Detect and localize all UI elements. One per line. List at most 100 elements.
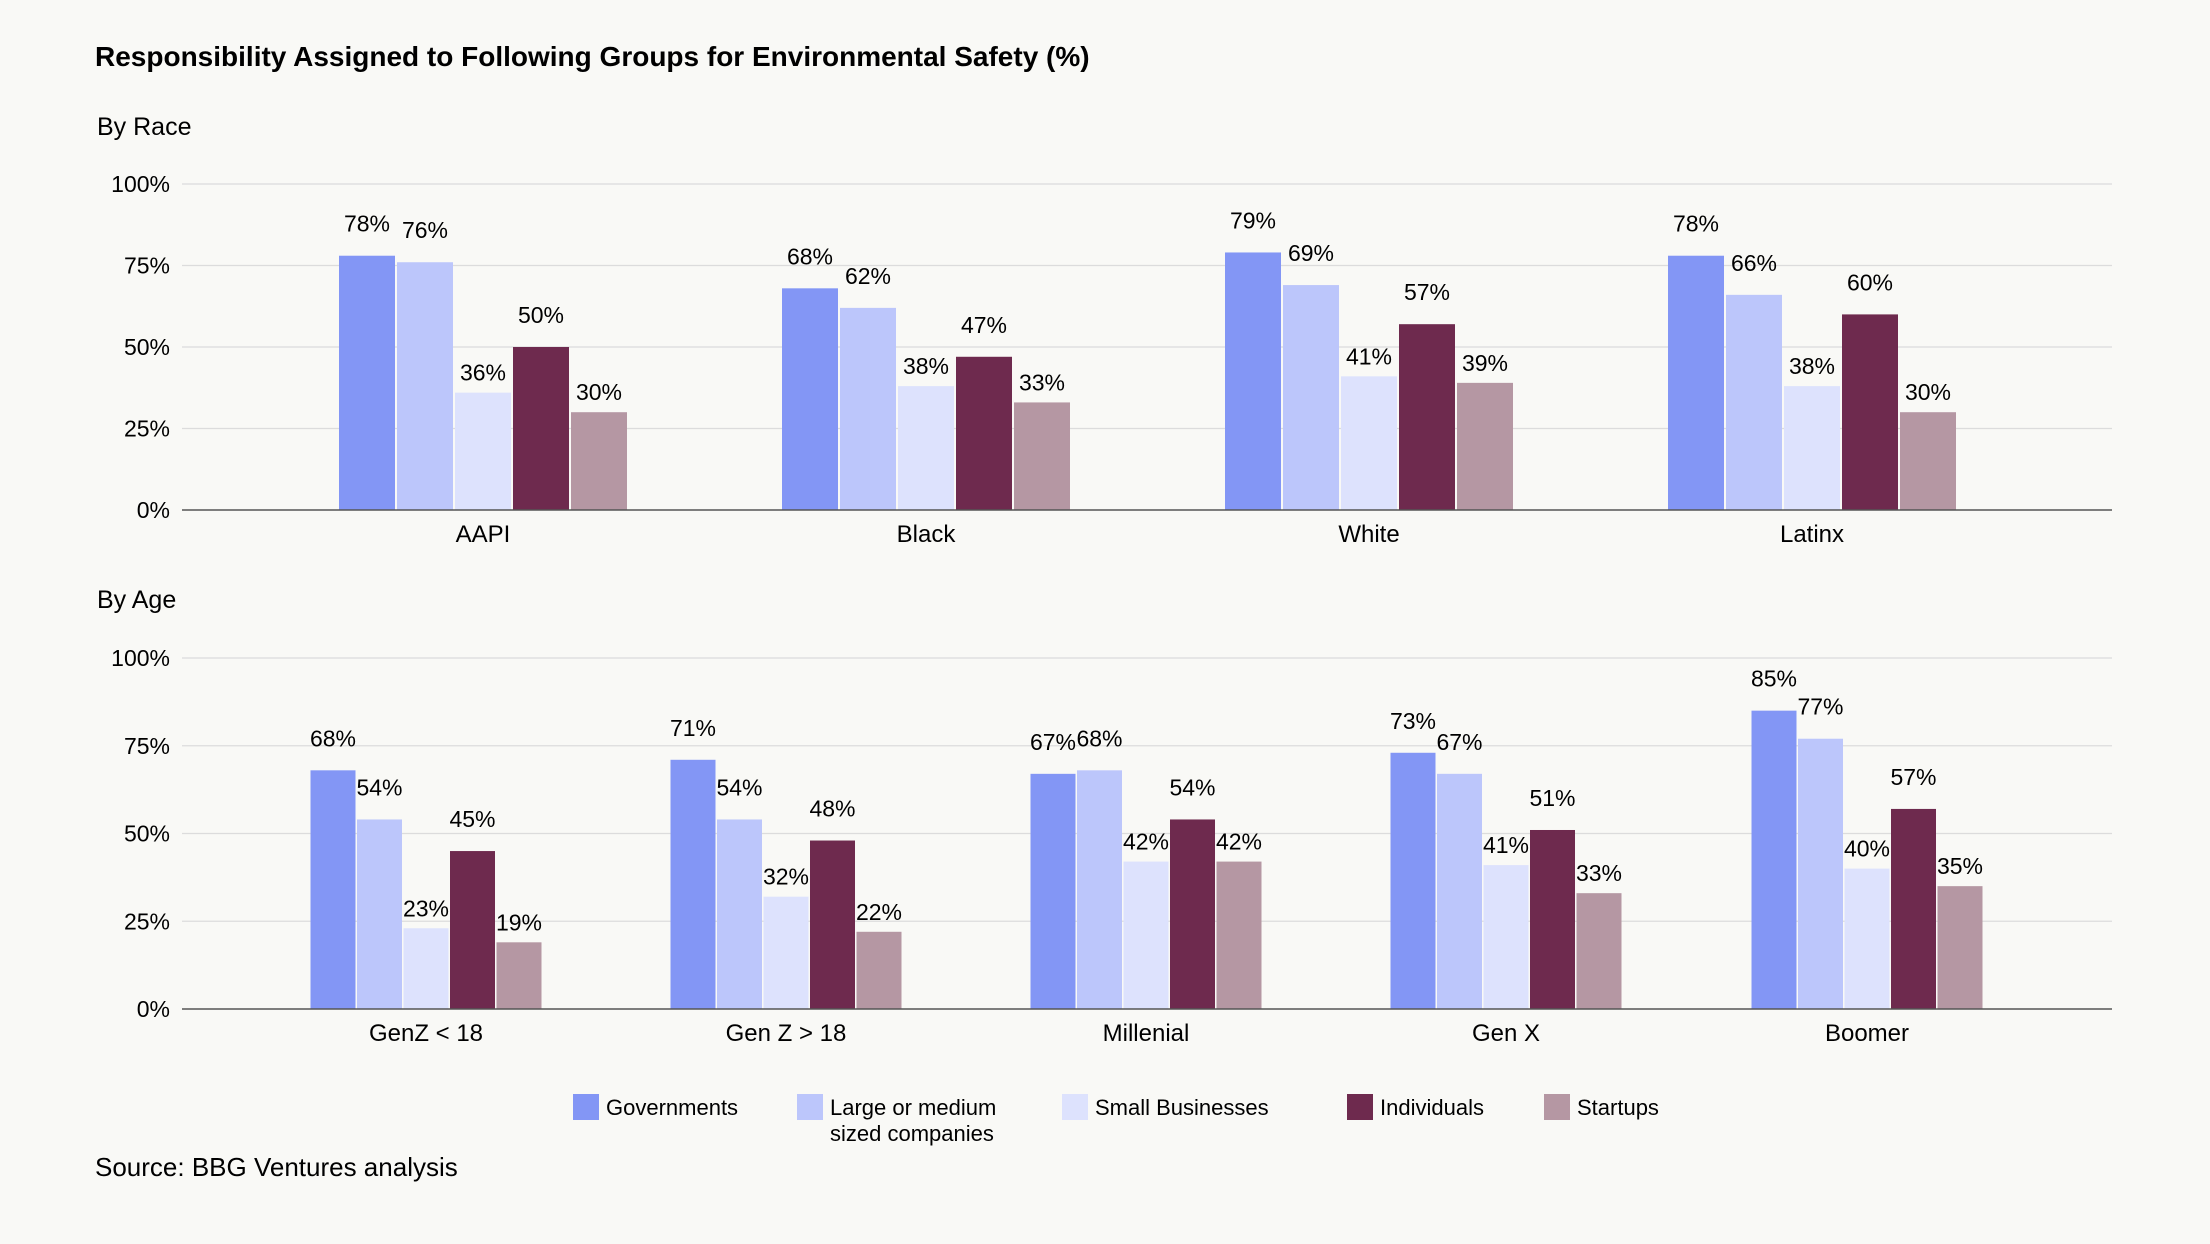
legend-label: Individuals xyxy=(1380,1095,1484,1120)
bar-startups-millenial xyxy=(1216,861,1262,1009)
y-tick-label: 25% xyxy=(124,908,170,934)
data-label: 45% xyxy=(449,806,495,832)
data-label: 30% xyxy=(576,379,622,405)
y-tick-label: 75% xyxy=(124,253,170,279)
bar-individuals-boomer xyxy=(1891,808,1936,1009)
bar-large-or-medium-sized-companies-latinx xyxy=(1726,294,1782,510)
legend-label: sized companies xyxy=(830,1121,994,1146)
y-tick-label: 100% xyxy=(111,645,170,671)
data-label: 22% xyxy=(856,899,902,925)
legend-swatch-governments xyxy=(573,1094,599,1120)
bar-large-or-medium-sized-companies-boomer xyxy=(1798,738,1843,1009)
bar-small-businesses-millenial xyxy=(1123,861,1169,1009)
bar-startups-gen-x xyxy=(1576,893,1622,1009)
bar-small-businesses-white xyxy=(1341,376,1397,510)
bar-small-businesses-latinx xyxy=(1784,386,1840,510)
y-tick-label: 0% xyxy=(137,497,170,523)
data-label: 62% xyxy=(845,263,891,289)
bar-large-or-medium-sized-companies-white xyxy=(1283,285,1339,510)
bar-individuals-gen-x xyxy=(1530,829,1575,1009)
race-bar-chart: 0% 25% 50% 75% 100% 78% 76% 36% 50% 30% AAPI 68% 62%… xyxy=(111,171,2112,548)
bar-governments-gen-z-18 xyxy=(670,759,716,1009)
bar-individuals-millenial xyxy=(1170,819,1215,1009)
data-label: 54% xyxy=(716,774,762,800)
panel-subtitle-race: By Race xyxy=(97,113,191,141)
data-label: 73% xyxy=(1390,708,1436,734)
bar-small-businesses-gen-x xyxy=(1483,865,1529,1009)
data-label: 79% xyxy=(1230,207,1276,233)
data-label: 51% xyxy=(1529,785,1575,811)
data-label: 68% xyxy=(787,243,833,269)
bar-governments-gen-x xyxy=(1390,752,1436,1009)
x-tick-label: Gen Z > 18 xyxy=(726,1020,847,1047)
bar-governments-genz-18 xyxy=(310,770,356,1009)
bar-startups-genz-18 xyxy=(496,942,542,1009)
data-label: 33% xyxy=(1019,369,1065,395)
y-tick-label: 25% xyxy=(124,416,170,442)
data-label: 67% xyxy=(1436,729,1482,755)
source-note: Source: BBG Ventures analysis xyxy=(95,1152,458,1182)
age-bar-chart: 0%25%50%75%100%68%54%23%45%19%GenZ < 187… xyxy=(111,645,2112,1047)
bar-startups-latinx xyxy=(1900,412,1956,510)
legend-swatch-large-or-medium-sized-companies xyxy=(797,1094,823,1120)
data-label: 41% xyxy=(1483,832,1529,858)
y-tick-label: 50% xyxy=(124,821,170,847)
bar-governments-boomer xyxy=(1751,710,1797,1009)
data-label: 38% xyxy=(1789,353,1835,379)
x-tick-label: AAPI xyxy=(456,521,511,548)
chart-title: Responsibility Assigned to Following Gro… xyxy=(95,41,1090,72)
data-label: 57% xyxy=(1890,764,1936,790)
data-label: 68% xyxy=(310,725,356,751)
panel-subtitle-age: By Age xyxy=(97,586,176,614)
bar-individuals-latinx xyxy=(1842,314,1898,510)
x-tick-label: Boomer xyxy=(1825,1020,1909,1047)
bar-individuals-white xyxy=(1399,324,1455,510)
data-label: 35% xyxy=(1937,853,1983,879)
bar-small-businesses-boomer xyxy=(1844,868,1890,1009)
data-label: 78% xyxy=(344,211,390,237)
legend-swatch-startups xyxy=(1544,1094,1570,1120)
data-label: 57% xyxy=(1404,279,1450,305)
bar-large-or-medium-sized-companies-gen-x xyxy=(1437,773,1482,1009)
bar-startups-aapi xyxy=(571,412,627,510)
bar-small-businesses-aapi xyxy=(455,392,511,510)
bar-startups-black xyxy=(1014,402,1070,510)
data-label: 85% xyxy=(1751,666,1797,692)
x-tick-label: Black xyxy=(897,521,957,548)
x-tick-label: Latinx xyxy=(1780,521,1844,548)
data-label: 48% xyxy=(809,796,855,822)
bar-startups-white xyxy=(1457,382,1513,510)
x-tick-label: GenZ < 18 xyxy=(369,1020,483,1047)
data-label: 36% xyxy=(460,360,506,386)
legend-label: Small Businesses xyxy=(1095,1095,1269,1120)
data-label: 54% xyxy=(356,774,402,800)
legend-swatch-small-businesses xyxy=(1062,1094,1088,1120)
data-label: 39% xyxy=(1462,350,1508,376)
data-label: 41% xyxy=(1346,343,1392,369)
x-tick-label: Millenial xyxy=(1103,1020,1190,1047)
bar-governments-white xyxy=(1225,252,1281,510)
bar-governments-aapi xyxy=(339,255,395,510)
bar-governments-latinx xyxy=(1668,255,1724,510)
data-label: 23% xyxy=(403,895,449,921)
legend-label: Startups xyxy=(1577,1095,1659,1120)
bar-large-or-medium-sized-companies-genz-18 xyxy=(357,819,402,1009)
data-label: 77% xyxy=(1797,694,1843,720)
y-tick-label: 0% xyxy=(137,996,170,1022)
bar-small-businesses-black xyxy=(898,386,954,510)
legend-label: Governments xyxy=(606,1095,738,1120)
bar-individuals-black xyxy=(956,356,1012,510)
data-label: 32% xyxy=(763,864,809,890)
legend-label: Large or medium xyxy=(830,1095,996,1120)
data-label: 47% xyxy=(961,312,1007,338)
bar-governments-black xyxy=(782,288,838,510)
data-label: 78% xyxy=(1673,211,1719,237)
data-label: 38% xyxy=(903,353,949,379)
bar-large-or-medium-sized-companies-black xyxy=(840,307,896,510)
data-label: 42% xyxy=(1123,829,1169,855)
bar-large-or-medium-sized-companies-aapi xyxy=(397,262,453,510)
data-label: 67% xyxy=(1030,729,1076,755)
bar-large-or-medium-sized-companies-gen-z-18 xyxy=(717,819,762,1009)
